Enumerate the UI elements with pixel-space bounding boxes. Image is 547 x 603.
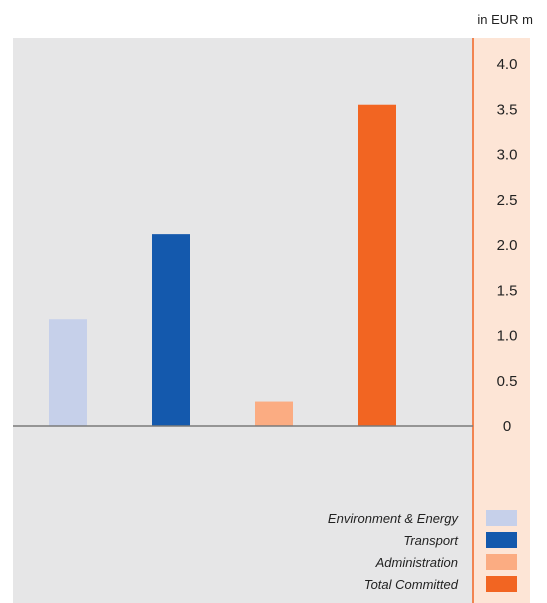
bar-1 <box>152 234 190 426</box>
y-tick-label: 4.0 <box>497 56 518 73</box>
bar-0 <box>49 319 87 426</box>
bars <box>49 104 396 426</box>
legend: Environment & Energy Transport Administrat… <box>328 510 517 592</box>
y-tick-label: 3.0 <box>497 147 518 164</box>
legend-label: Transport <box>403 533 459 548</box>
unit-label: in EUR m <box>477 12 533 27</box>
y-tick-label: 3.5 <box>497 101 518 118</box>
bar-2 <box>255 401 293 426</box>
axis-panel <box>473 38 530 603</box>
y-tick-label: 1.5 <box>497 282 518 299</box>
y-tick-label: 1.0 <box>497 328 518 345</box>
legend-label: Total Committed <box>364 577 459 592</box>
legend-label: Environment & Energy <box>328 511 460 526</box>
bar-3 <box>358 104 396 426</box>
legend-swatch-2 <box>486 554 517 570</box>
legend-swatch-1 <box>486 532 517 548</box>
legend-swatch-0 <box>486 510 517 526</box>
legend-swatch-3 <box>486 576 517 592</box>
y-tick-labels: 4.0 3.5 3.0 2.5 2.0 1.5 1.0 0.5 0 <box>497 56 518 435</box>
legend-label: Administration <box>375 555 458 570</box>
y-tick-label: 0 <box>503 418 511 435</box>
y-tick-label: 2.5 <box>497 192 518 209</box>
plot-background <box>13 38 473 603</box>
y-tick-label: 2.0 <box>497 237 518 254</box>
y-tick-label: 0.5 <box>497 373 518 390</box>
